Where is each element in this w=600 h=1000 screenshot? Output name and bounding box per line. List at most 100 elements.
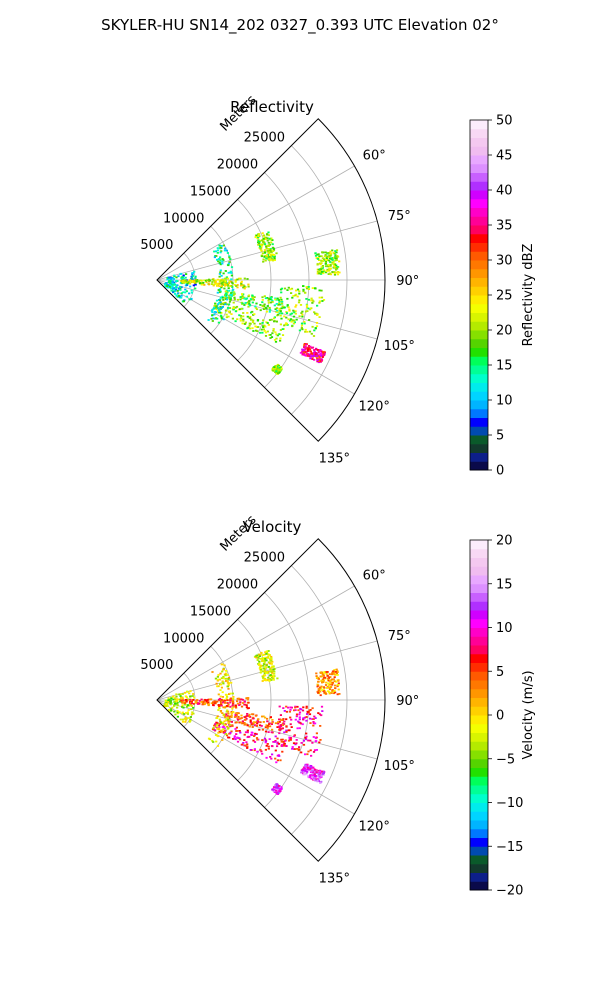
colorbar-swatch bbox=[470, 820, 488, 830]
echo-gate bbox=[318, 316, 321, 318]
echo-gate bbox=[288, 308, 291, 311]
colorbar-swatch bbox=[470, 277, 488, 287]
echo-gate bbox=[276, 297, 279, 300]
echo-gate bbox=[232, 288, 235, 291]
echo-gate bbox=[319, 725, 322, 727]
echo-gate bbox=[283, 287, 287, 290]
echo-gate bbox=[305, 347, 308, 349]
echo-gate bbox=[188, 279, 191, 282]
echo-gate bbox=[299, 721, 302, 724]
echo-gate bbox=[304, 348, 307, 351]
echo-gate bbox=[277, 299, 280, 301]
echo-gate bbox=[266, 717, 269, 720]
echo-gate bbox=[304, 769, 307, 772]
echo-gate bbox=[217, 674, 220, 676]
echo-gate bbox=[176, 284, 179, 287]
colorbar-swatch bbox=[470, 225, 488, 235]
echo-gate bbox=[334, 687, 337, 690]
echo-gate bbox=[328, 268, 331, 271]
echo-gate bbox=[221, 691, 224, 694]
echo-gate bbox=[213, 256, 216, 259]
echo-gate bbox=[320, 266, 323, 269]
echo-gate bbox=[267, 665, 270, 668]
echo-gate bbox=[280, 786, 283, 789]
echo-gate bbox=[270, 237, 273, 240]
echo-gate bbox=[298, 290, 301, 293]
echo-gate bbox=[221, 739, 224, 741]
echo-gate bbox=[314, 779, 317, 782]
colorbar-swatch bbox=[470, 583, 488, 593]
echo-gate bbox=[254, 236, 257, 239]
echo-gate bbox=[234, 712, 237, 715]
echo-gate bbox=[227, 718, 230, 721]
echo-gate bbox=[216, 685, 219, 688]
echo-gate bbox=[253, 734, 256, 736]
echo-gate bbox=[238, 697, 241, 700]
echo-gate bbox=[227, 717, 230, 720]
echo-gate bbox=[261, 680, 264, 682]
echo-gate bbox=[230, 295, 233, 297]
echo-gate bbox=[249, 298, 252, 300]
echo-gate bbox=[306, 330, 309, 333]
echo-gate bbox=[225, 277, 228, 280]
colorbar-swatch bbox=[470, 198, 488, 208]
echo-gate bbox=[274, 298, 277, 301]
echo-gate bbox=[270, 757, 273, 760]
echo-gate bbox=[262, 715, 265, 718]
echo-gate bbox=[222, 728, 225, 730]
echo-gate bbox=[187, 709, 190, 711]
echo-gate bbox=[259, 724, 262, 727]
echo-gate bbox=[239, 319, 242, 322]
echo-gate bbox=[254, 325, 257, 328]
colorbar-swatch bbox=[470, 802, 488, 812]
echo-gate bbox=[335, 249, 339, 252]
echo-gate bbox=[219, 256, 222, 259]
figure-title: SKYLER-HU SN14_202 0327_0.393 UTC Elevat… bbox=[101, 16, 499, 34]
echo-gate bbox=[221, 260, 224, 263]
echo-gate bbox=[191, 281, 194, 283]
echo-gate bbox=[263, 737, 267, 740]
echo-gate bbox=[275, 303, 278, 305]
echo-gate bbox=[255, 656, 258, 659]
echo-gate bbox=[257, 233, 260, 236]
echo-gate bbox=[329, 680, 332, 683]
echo-gate bbox=[222, 303, 225, 306]
echo-gate bbox=[166, 277, 169, 279]
echo-gate bbox=[333, 690, 336, 692]
polar-axes-reflectivity: Reflectivity60°75°90°105°120°135°5000100… bbox=[140, 92, 419, 466]
echo-gate bbox=[211, 671, 214, 673]
echo-gate bbox=[220, 704, 223, 707]
echo-gate bbox=[247, 283, 250, 286]
echo-gate bbox=[175, 279, 178, 282]
echo-gate bbox=[172, 282, 175, 285]
echo-gate bbox=[305, 738, 308, 740]
echo-gate bbox=[220, 703, 223, 705]
echo-gate bbox=[324, 260, 328, 263]
echo-gate bbox=[246, 312, 249, 314]
echo-gate bbox=[166, 705, 169, 707]
echo-gate bbox=[317, 684, 320, 687]
echo-gate bbox=[217, 303, 220, 306]
echo-gate bbox=[235, 726, 238, 729]
echo-gate bbox=[335, 672, 338, 675]
echo-gate bbox=[264, 657, 267, 660]
echo-gate bbox=[176, 706, 179, 709]
echo-gate bbox=[218, 718, 221, 721]
echo-gate bbox=[186, 690, 189, 693]
echo-gate bbox=[211, 314, 214, 316]
echo-gate bbox=[211, 311, 214, 314]
echo-gate bbox=[322, 272, 325, 275]
echo-gate bbox=[264, 716, 267, 719]
range-tick-label: 15000 bbox=[190, 184, 231, 199]
azimuth-gridline bbox=[156, 165, 355, 281]
echo-gate bbox=[221, 295, 224, 298]
echo-gate bbox=[222, 682, 225, 685]
echo-gate bbox=[182, 274, 185, 277]
echo-gate bbox=[296, 295, 299, 298]
echo-gate bbox=[225, 309, 228, 312]
echo-gate bbox=[265, 245, 268, 248]
echo-gate bbox=[318, 272, 321, 275]
echo-gate bbox=[289, 318, 293, 321]
echo-gate bbox=[171, 277, 174, 279]
echo-gate bbox=[191, 280, 194, 282]
